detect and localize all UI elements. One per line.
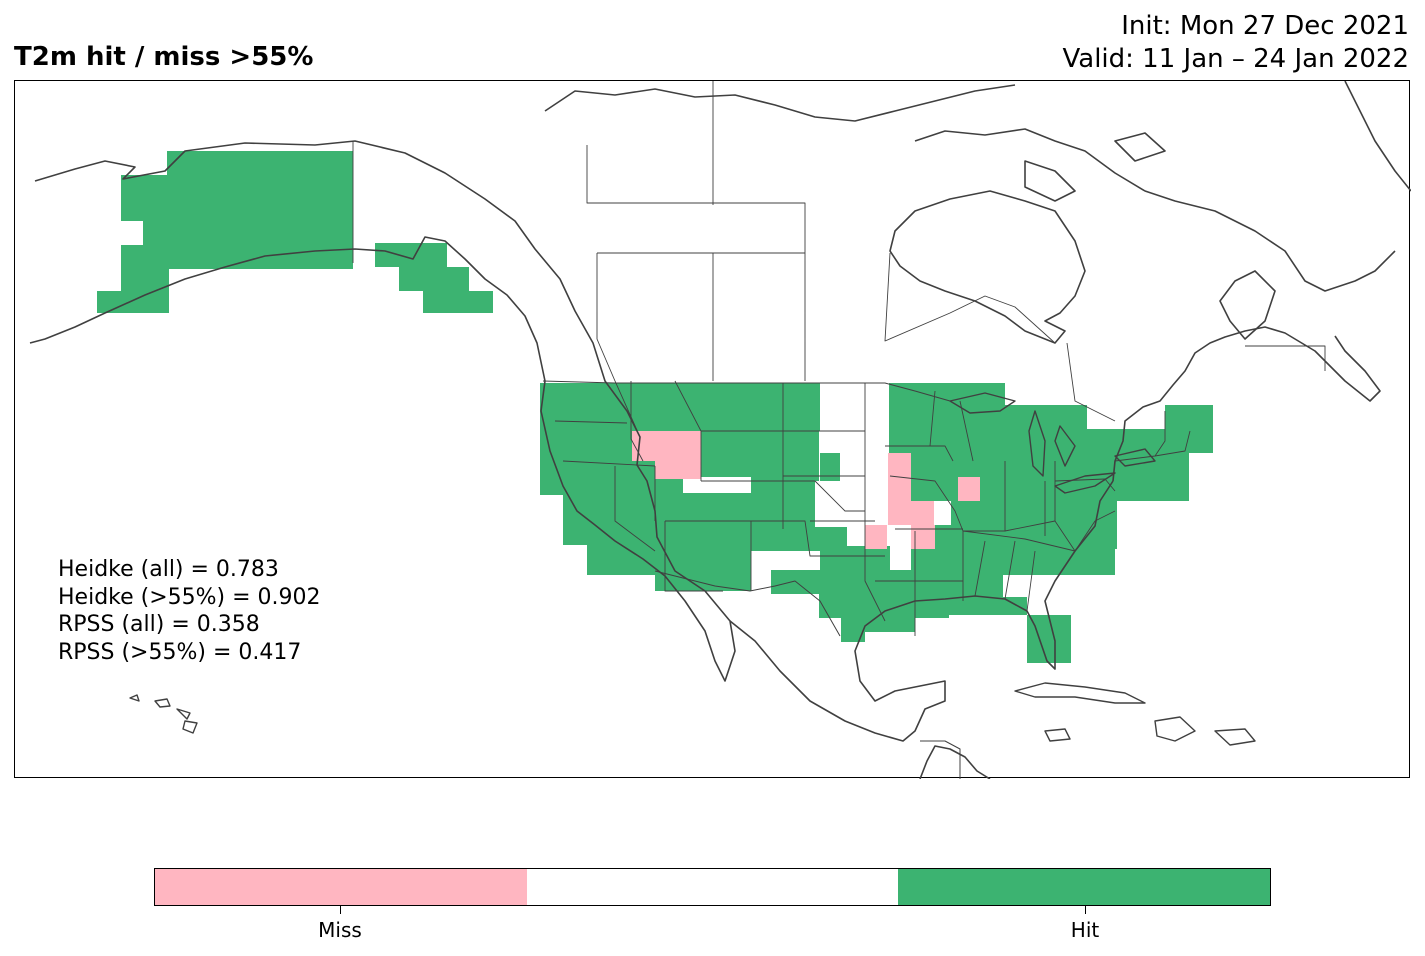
map-title: T2m hit / miss >55% <box>14 42 314 72</box>
hit-cell <box>655 521 751 591</box>
valid-period: Valid: 11 Jan – 24 Jan 2022 <box>1062 44 1410 74</box>
hit-cell <box>911 597 1027 615</box>
colorbar-hit-segment <box>898 869 1271 905</box>
hit-cell <box>1165 405 1213 429</box>
us-canada-border <box>542 380 951 402</box>
miss-cell <box>655 461 701 479</box>
hit-cell <box>563 495 655 545</box>
hit-cell <box>375 243 447 267</box>
map-panel <box>14 80 1411 779</box>
hit-cell <box>783 453 819 481</box>
hit-cell <box>701 431 783 477</box>
skill-scores: Heidke (all) = 0.783 Heidke (>55%) = 0.9… <box>58 556 321 666</box>
hit-cell <box>783 383 819 453</box>
hit-cell <box>1027 615 1071 663</box>
hit-cell <box>820 546 842 570</box>
map-outlines <box>29 81 1411 779</box>
hit-cell <box>889 383 1005 405</box>
colorbar-miss-segment <box>155 869 527 905</box>
hit-cell <box>865 618 915 632</box>
hit-cell <box>143 221 353 245</box>
hit-cell <box>399 267 469 291</box>
caribbean-islands <box>1014 682 1256 746</box>
hit-cell <box>842 546 890 570</box>
init-date: Init: Mon 27 Dec 2021 <box>1121 11 1409 41</box>
province-borders <box>352 81 1326 438</box>
hit-cell <box>423 291 493 313</box>
hit-cell <box>540 431 632 495</box>
heidke-all: Heidke (all) = 0.783 <box>58 557 279 582</box>
hit-cell <box>121 175 353 221</box>
colorbar <box>154 868 1271 906</box>
north-america-map <box>29 81 1411 779</box>
colorbar-neutral-segment <box>526 869 899 905</box>
hit-cell <box>97 291 169 313</box>
colorbar-label-miss: Miss <box>318 918 362 942</box>
great-lakes <box>949 392 1156 494</box>
hawaii-islands <box>129 694 198 734</box>
arctic-islands <box>544 84 1396 340</box>
coastline-east <box>1112 326 1381 482</box>
hit-cell <box>167 151 353 175</box>
coastline-gulf <box>729 480 1114 742</box>
miss-cell <box>958 477 980 501</box>
miss-cell <box>632 431 701 461</box>
hit-cell <box>911 575 1003 597</box>
colorbar-label-hit: Hit <box>1070 918 1100 942</box>
hit-cell <box>841 618 865 642</box>
hit-cell <box>121 269 169 293</box>
hit-cell <box>1049 453 1189 501</box>
hit-cell <box>121 245 353 269</box>
greenland-coast <box>1344 81 1411 192</box>
hudson-bay <box>889 190 1086 344</box>
coastline-central-america <box>919 745 991 779</box>
state-borders <box>554 380 1191 636</box>
hit-miss-grid <box>97 151 1213 663</box>
miss-cell <box>865 525 887 549</box>
rpss-above-55: RPSS (>55%) = 0.417 <box>58 639 302 665</box>
us-mexico-border <box>654 570 961 779</box>
hit-cell <box>820 453 840 481</box>
rpss-all: RPSS (all) = 0.358 <box>58 612 260 637</box>
colorbar-tick-hit <box>1085 906 1086 914</box>
hit-cell <box>935 549 1115 575</box>
forecast-dates: Init: Mon 27 Dec 2021 Valid: 11 Jan – 24… <box>1063 10 1410 76</box>
hit-cell <box>655 493 751 521</box>
heidke-above-55: Heidke (>55%) = 0.902 <box>58 584 321 610</box>
colorbar-tick-miss <box>340 906 341 914</box>
miss-cell <box>888 501 934 525</box>
